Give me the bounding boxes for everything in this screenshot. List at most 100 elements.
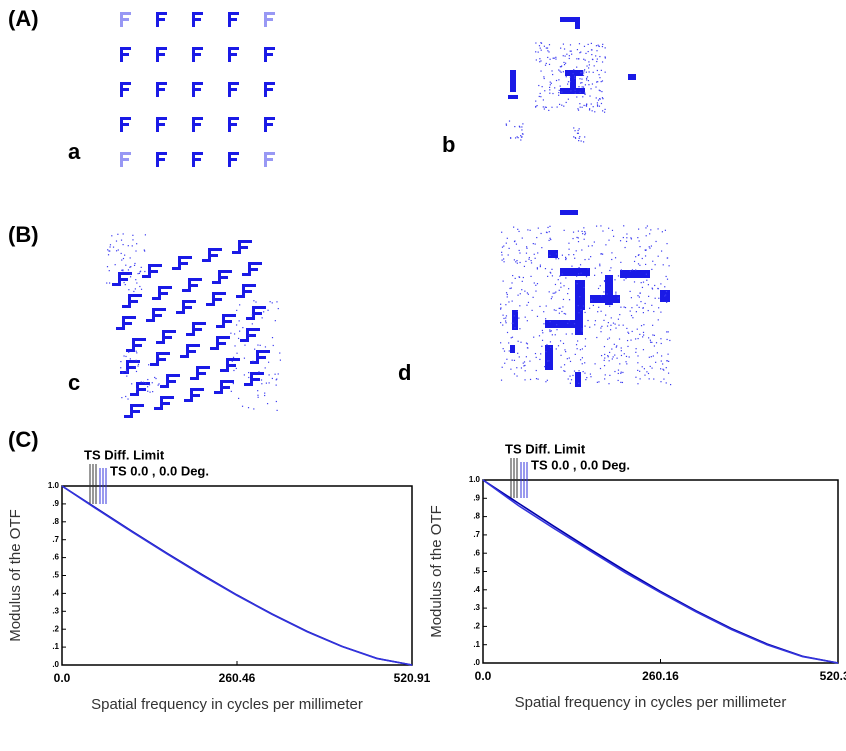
f-glyph — [250, 350, 270, 364]
speckle — [576, 132, 579, 134]
speckle — [519, 328, 521, 330]
speckle — [548, 239, 550, 242]
speckle — [578, 58, 580, 60]
speckle — [524, 370, 526, 372]
speckle — [560, 282, 562, 284]
speckle — [257, 344, 259, 346]
speckle — [134, 262, 136, 265]
speckle — [561, 310, 563, 313]
speckle — [618, 324, 620, 326]
speckle — [568, 288, 570, 290]
speckle — [537, 378, 539, 380]
f-glyph — [120, 152, 131, 167]
speckle — [239, 304, 241, 306]
speckle — [120, 360, 122, 363]
speckle — [568, 57, 570, 60]
speckle — [615, 293, 617, 295]
speckle — [600, 354, 603, 357]
speckle — [525, 342, 528, 344]
speckle — [620, 269, 622, 271]
speckle — [236, 309, 238, 312]
speckle — [560, 286, 562, 288]
speckle — [121, 269, 123, 271]
speckle — [568, 248, 570, 250]
speckle — [664, 295, 666, 297]
speckle — [589, 95, 591, 97]
speckle — [554, 334, 556, 336]
speckle — [620, 372, 622, 374]
speckle — [602, 43, 604, 45]
speckle — [638, 296, 640, 298]
speckle — [620, 350, 622, 352]
speckle — [643, 368, 646, 370]
speckle — [157, 384, 159, 386]
speckle — [534, 257, 536, 259]
speckle — [561, 254, 564, 256]
speckle — [235, 367, 237, 370]
speckle — [586, 376, 588, 379]
speckle — [530, 262, 533, 264]
speckle — [584, 232, 587, 234]
speckle — [248, 376, 250, 379]
speckle — [566, 83, 569, 85]
speckle — [568, 242, 570, 244]
speckle — [518, 249, 520, 252]
speckle — [627, 345, 629, 348]
y-tick-label: 1.0 — [48, 481, 60, 490]
speckle — [574, 257, 576, 259]
speckle — [573, 254, 575, 256]
speckle — [519, 293, 521, 295]
speckle — [533, 282, 535, 284]
speckle — [511, 282, 513, 284]
speckle — [527, 347, 529, 349]
speckle — [658, 307, 660, 309]
speckle — [243, 374, 245, 376]
speckle — [576, 236, 578, 239]
speckle — [579, 349, 582, 351]
speckle — [586, 79, 588, 81]
speckle — [655, 361, 657, 363]
speckle — [581, 249, 583, 251]
speckle — [565, 333, 567, 335]
speckle — [545, 318, 547, 320]
f-glyph — [184, 388, 204, 402]
speckle — [117, 249, 119, 251]
speckle — [596, 81, 598, 83]
speckle — [665, 294, 667, 296]
speckle — [530, 275, 532, 277]
speckle — [513, 315, 515, 317]
speckle — [573, 69, 575, 71]
speckle — [573, 370, 576, 372]
speckle — [591, 49, 593, 51]
speckle — [616, 345, 618, 347]
speckle — [565, 277, 567, 279]
speckle — [634, 338, 637, 340]
speckle — [551, 275, 554, 277]
speckle — [555, 258, 557, 260]
speckle — [541, 247, 543, 249]
series-line — [61, 485, 413, 666]
speckle — [129, 276, 132, 278]
speckle — [148, 364, 150, 366]
speckle — [604, 71, 606, 73]
speckle — [559, 340, 562, 342]
speckle — [549, 237, 551, 239]
f-glyph — [264, 82, 275, 97]
speckle — [596, 69, 598, 72]
speckle — [573, 323, 576, 325]
speckle — [560, 66, 562, 68]
speckle — [267, 361, 270, 363]
speckle — [523, 365, 525, 367]
speckle — [549, 330, 551, 333]
speckle — [574, 130, 576, 132]
speckle — [596, 58, 598, 60]
speckle — [666, 243, 668, 245]
speckle — [135, 350, 137, 352]
speckle — [581, 106, 583, 108]
x-tick-label: 260.46 — [219, 671, 256, 685]
f-glyph — [190, 366, 210, 380]
speckle — [108, 282, 111, 284]
speckle — [558, 289, 560, 291]
speckle — [599, 90, 601, 92]
speckle — [516, 259, 518, 262]
